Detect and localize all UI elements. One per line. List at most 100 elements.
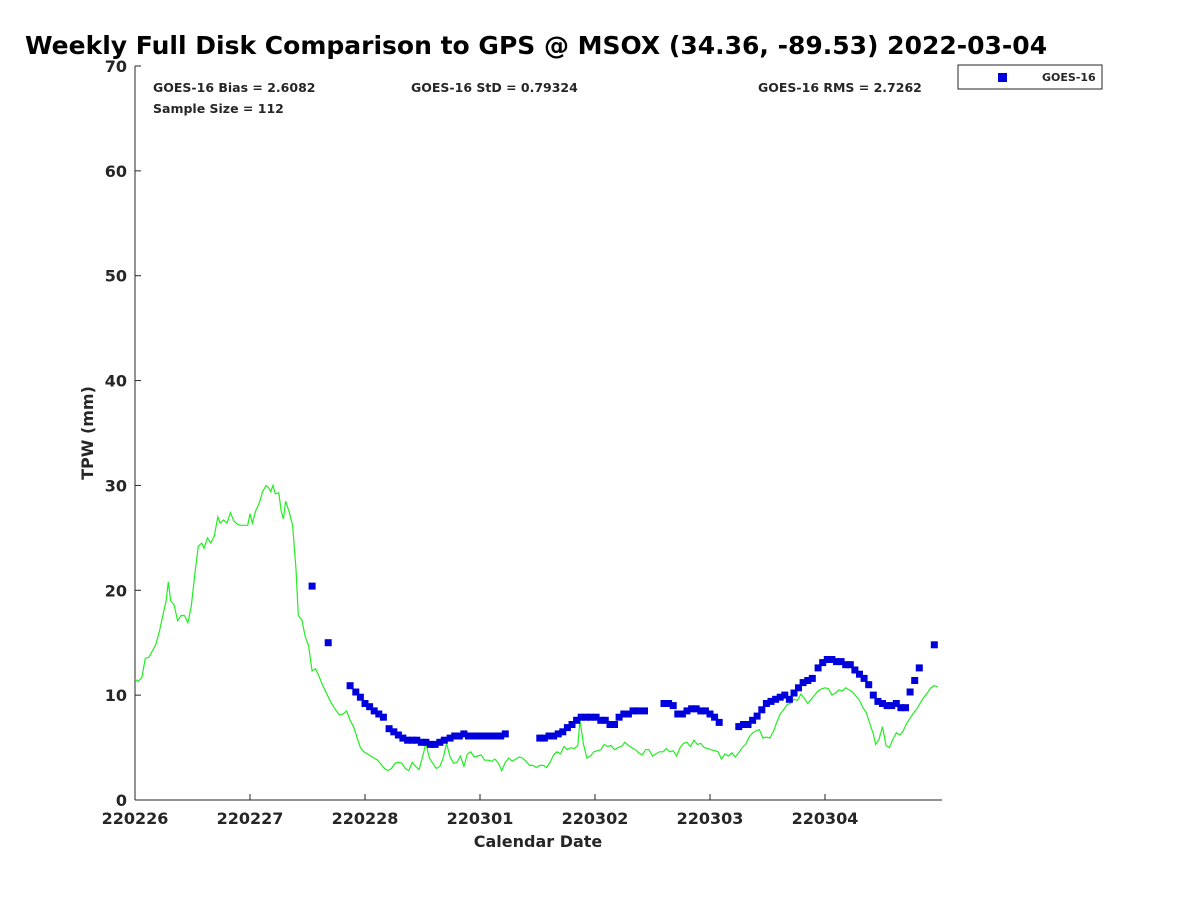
goes16-point (883, 702, 891, 710)
goes16-point (601, 716, 609, 724)
goes16-point (851, 666, 859, 674)
y-tick-label: 10 (105, 686, 127, 705)
goes16-point (379, 713, 387, 721)
y-tick-label: 70 (105, 57, 127, 76)
goes16-point (678, 710, 686, 718)
legend-box (957, 64, 1103, 90)
goes16-point (451, 732, 459, 740)
goes16-point (790, 689, 798, 697)
bias-stat: GOES-16 Bias = 2.6082 (153, 80, 315, 95)
goes16-point (674, 710, 682, 718)
std-stat: GOES-16 StD = 0.79324 (411, 80, 578, 95)
goes16-point (422, 738, 430, 746)
goes16-point (352, 688, 360, 696)
goes16-point (749, 716, 757, 724)
x-axis-label: Calendar Date (474, 832, 603, 851)
rms-stat: GOES-16 RMS = 2.7262 (758, 80, 922, 95)
x-tick-label: 220226 (102, 809, 169, 828)
y-tick-label: 0 (116, 791, 127, 810)
legend-marker-goes16 (998, 73, 1007, 82)
goes16-point (356, 693, 364, 701)
goes16-point (930, 641, 938, 649)
goes16-point (897, 704, 905, 712)
goes16-point (828, 656, 836, 663)
goes16-point (478, 732, 486, 740)
goes16-point (892, 700, 900, 707)
gps-series-line (134, 483, 938, 773)
goes16-point (624, 710, 632, 718)
chart-title: Weekly Full Disk Comparison to GPS @ MSO… (25, 31, 1047, 60)
y-tick-label: 40 (105, 372, 127, 391)
goes16-point (586, 713, 594, 721)
goes16-point (772, 695, 780, 703)
goes16-point (865, 681, 873, 689)
sample-size-stat: Sample Size = 112 (153, 101, 284, 116)
goes16-point (906, 688, 914, 696)
goes16-point (744, 721, 752, 728)
goes16-point (582, 713, 590, 721)
goes16-point (370, 707, 378, 715)
goes16-point (417, 738, 425, 746)
goes16-point (874, 697, 882, 705)
goes16-point (739, 721, 747, 728)
goes16-point (577, 713, 585, 721)
goes16-point (692, 705, 700, 713)
plot-area (134, 483, 938, 773)
goes16-point (408, 736, 416, 744)
goes16-point (856, 670, 863, 678)
goes16-point (888, 702, 896, 710)
x-axis-ticks: 220226 220227 220228 220301 220302 220303 2203… (102, 794, 858, 828)
goes16-point (823, 656, 831, 663)
goes16-point (611, 721, 618, 728)
goes16-point (879, 700, 886, 707)
goes16-point (758, 706, 766, 714)
goes16-point (431, 740, 439, 748)
goes16-point (385, 725, 393, 733)
goes16-point (795, 684, 802, 692)
goes16-point (399, 734, 407, 742)
goes16-point (804, 677, 812, 684)
goes16-point (915, 664, 923, 672)
goes16-point (324, 639, 332, 647)
goes16-point (819, 659, 827, 667)
goes16-point (706, 710, 714, 718)
y-tick-label: 50 (105, 267, 127, 286)
goes16-point (869, 691, 877, 699)
goes16-point (683, 707, 691, 715)
goes16-point (366, 703, 374, 711)
goes16-point (361, 700, 369, 707)
goes16-point (563, 724, 571, 732)
goes16-point (697, 707, 705, 715)
goes16-point (606, 721, 614, 728)
goes16-point (629, 707, 637, 715)
goes16-point (735, 723, 743, 731)
goes16-point (460, 730, 468, 738)
goes16-point (902, 704, 909, 712)
goes16-point (641, 707, 648, 715)
goes16-point (634, 707, 641, 715)
goes16-point (308, 582, 316, 590)
x-tick-label: 220301 (447, 809, 514, 828)
goes16-point (776, 693, 784, 701)
goes16-point (762, 700, 770, 707)
goes16-point (492, 732, 500, 740)
x-tick-label: 220227 (217, 809, 284, 828)
goes16-point (474, 732, 482, 740)
goes16-point (390, 728, 398, 736)
goes16-point (559, 728, 567, 736)
goes16-point (483, 732, 491, 740)
goes16-point (554, 730, 562, 738)
goes16-point (540, 734, 548, 742)
goes16-point (375, 710, 383, 718)
goes16-point (833, 658, 840, 666)
y-tick-label: 20 (105, 581, 127, 600)
goes16-point (785, 695, 793, 703)
y-axis-label: TPW (mm) (78, 386, 97, 480)
goes16-point (469, 732, 477, 740)
goes16-point (465, 732, 472, 740)
goes16-point (701, 707, 709, 715)
goes16-point (808, 674, 816, 682)
goes16-point (592, 713, 600, 721)
goes16-point (573, 716, 581, 724)
goes16-point (753, 712, 761, 720)
